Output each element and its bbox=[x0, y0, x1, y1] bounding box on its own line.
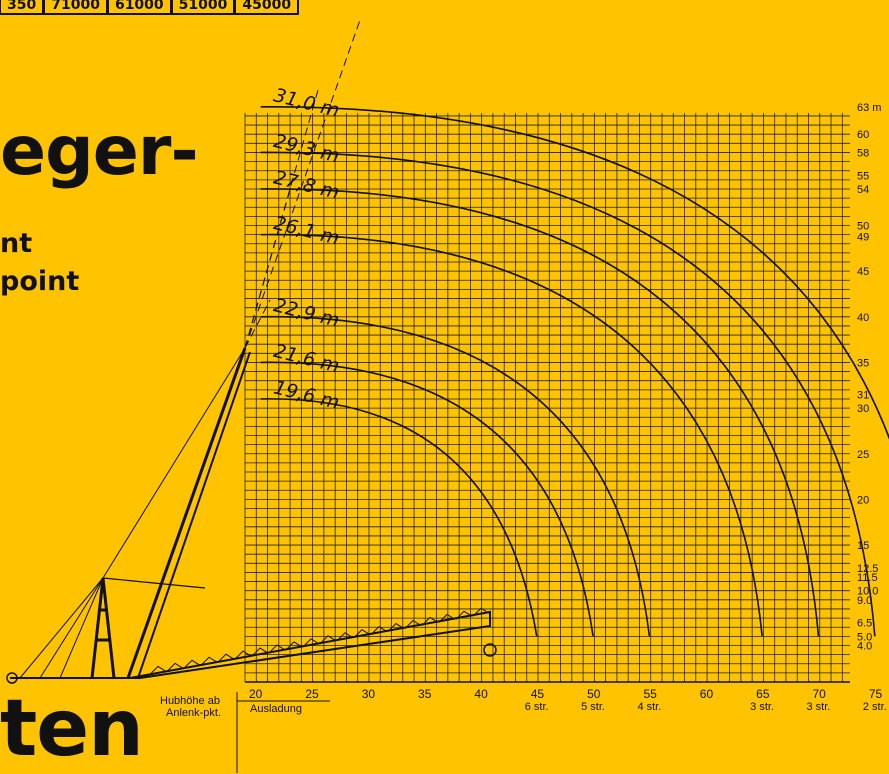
lattice-member bbox=[234, 650, 252, 660]
guy-line bbox=[59, 577, 104, 679]
lattice-member bbox=[217, 653, 235, 663]
y-tick-label: 63 m bbox=[857, 102, 881, 114]
y-tick-label: 40 bbox=[857, 312, 869, 324]
range-curve bbox=[260, 106, 889, 440]
lattice-member bbox=[455, 610, 473, 620]
range-curve bbox=[260, 361, 594, 637]
lattice-member bbox=[438, 613, 456, 623]
x-axis-label-left-2: Anlenk-pkt. bbox=[166, 707, 221, 719]
guy-line bbox=[39, 577, 104, 679]
lattice-member bbox=[421, 616, 439, 626]
reeving-label: 3 str. bbox=[807, 701, 831, 713]
lattice-member bbox=[268, 644, 286, 654]
lattice-member bbox=[387, 622, 405, 632]
subtitle-line-2: point bbox=[0, 266, 80, 297]
y-tick-label: 58 bbox=[857, 147, 869, 159]
y-tick-label: 54 bbox=[857, 184, 869, 196]
y-tick-label: 25 bbox=[857, 449, 869, 461]
lattice-member bbox=[251, 647, 269, 657]
lattice-member bbox=[183, 659, 201, 669]
y-tick-label: 35 bbox=[857, 357, 869, 369]
range-curve bbox=[260, 315, 651, 637]
y-tick-label: 30 bbox=[857, 403, 869, 415]
lattice-member bbox=[285, 641, 303, 651]
x-tick-label: 70 bbox=[813, 687, 827, 701]
range-curve bbox=[260, 233, 763, 637]
y-tick-label: 20 bbox=[857, 494, 869, 506]
x-tick-label: 20 bbox=[249, 687, 263, 701]
lattice-member bbox=[319, 635, 337, 645]
y-tick-label: 4.0 bbox=[857, 640, 872, 652]
y-tick-label: 12.5 bbox=[857, 563, 878, 575]
y-tick-label: 10.0 bbox=[857, 586, 878, 598]
backstay bbox=[102, 577, 206, 589]
y-tick-label: 45 bbox=[857, 266, 869, 278]
x-tick-label: 50 bbox=[587, 687, 601, 701]
header-cell: 71000 bbox=[44, 0, 108, 15]
lattice-member bbox=[200, 656, 218, 666]
lattice-member bbox=[149, 665, 167, 675]
subtitle-line-1: nt bbox=[0, 228, 33, 259]
lattice-member bbox=[336, 632, 354, 642]
counterweight bbox=[6, 672, 18, 684]
header-cell: 350 bbox=[0, 0, 45, 15]
reeving-label: 6 str. bbox=[525, 701, 549, 713]
crane-drawing bbox=[6, 19, 497, 684]
y-tick-label: 11.5 bbox=[857, 572, 878, 584]
lattice-member bbox=[302, 638, 320, 648]
jib-position-dashed bbox=[244, 299, 271, 349]
x-tick-label: 30 bbox=[362, 687, 376, 701]
x-axis-label-left-1: Hubhöhe ab bbox=[160, 695, 220, 707]
lattice-member bbox=[472, 607, 490, 617]
y-tick-label: 49 bbox=[857, 231, 869, 243]
range-curve bbox=[260, 188, 820, 637]
lattice-member bbox=[166, 662, 184, 672]
x-tick-label: 40 bbox=[474, 687, 488, 701]
y-tick-label: 60 bbox=[857, 129, 869, 141]
y-tick-label: 9.0 bbox=[857, 595, 872, 607]
header-cell: 51000 bbox=[171, 0, 236, 15]
reeving-label: 4 str. bbox=[637, 701, 661, 713]
diagram-labels: 31,0 m29,3 m27,8 m26,1 m22,9 m21,6 m19,6… bbox=[160, 84, 887, 773]
luffing-line bbox=[102, 347, 246, 579]
lattice-member bbox=[370, 625, 388, 635]
bottom-fragment: ten bbox=[0, 684, 144, 774]
title-fragment: eger- bbox=[0, 112, 199, 191]
x-tick-label: 25 bbox=[305, 687, 319, 701]
y-tick-label: 50 bbox=[857, 221, 869, 233]
x-tick-label: 35 bbox=[418, 687, 432, 701]
x-tick-label: 65 bbox=[756, 687, 770, 701]
y-tick-label: 15 bbox=[857, 540, 869, 552]
y-tick-label: 6.5 bbox=[857, 618, 872, 630]
reeving-label: 3 str. bbox=[750, 701, 774, 713]
hook-block bbox=[483, 643, 497, 657]
header-cell: 45000 bbox=[235, 0, 300, 15]
jib-position-dashed bbox=[244, 19, 361, 349]
range-curve bbox=[260, 151, 876, 637]
range-curves bbox=[260, 106, 889, 637]
y-tick-label: 31 bbox=[857, 389, 869, 401]
main-boom bbox=[137, 351, 251, 679]
lattice-member bbox=[353, 629, 371, 639]
x-tick-label: 60 bbox=[700, 687, 714, 701]
tower-mast bbox=[90, 577, 116, 679]
x-axis-label: Ausladung bbox=[250, 703, 302, 715]
x-tick-label: 45 bbox=[531, 687, 545, 701]
header-table: 350 71000 61000 51000 45000 bbox=[0, 0, 300, 15]
range-curve bbox=[260, 398, 538, 637]
luffing-jib-lowered bbox=[129, 610, 491, 679]
diagram-grid bbox=[244, 113, 850, 683]
lattice-member bbox=[404, 619, 422, 629]
reeving-label: 5 str. bbox=[581, 701, 605, 713]
main-boom bbox=[126, 347, 247, 679]
x-tick-label: 55 bbox=[643, 687, 657, 701]
y-tick-label: 5.0 bbox=[857, 631, 872, 643]
jib-position-dashed bbox=[244, 189, 291, 349]
y-tick-label: 55 bbox=[857, 170, 869, 182]
reeving-label: 2 str. bbox=[863, 701, 887, 713]
x-tick-label: 75 bbox=[869, 687, 883, 701]
header-cell: 61000 bbox=[107, 0, 172, 15]
guy-line bbox=[19, 577, 104, 679]
